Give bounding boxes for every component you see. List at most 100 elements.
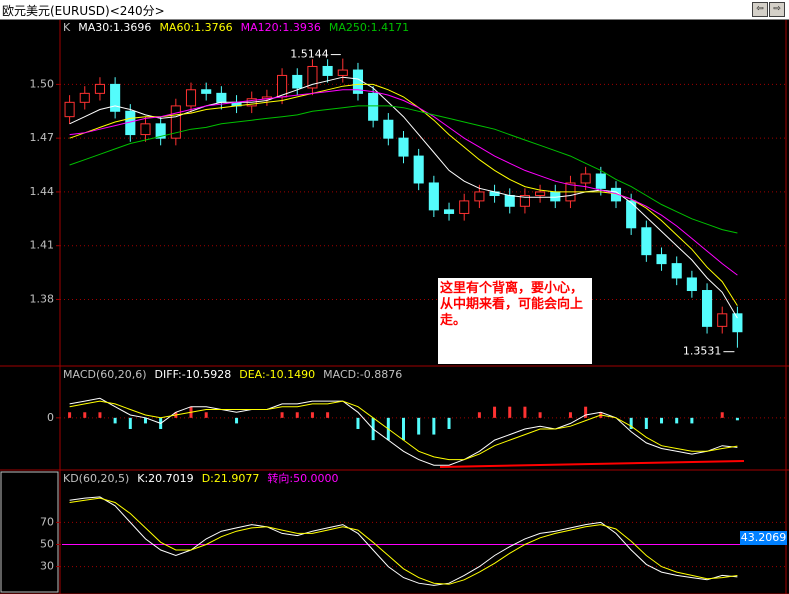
candle-body xyxy=(474,191,485,202)
candle-body xyxy=(671,263,682,279)
candle-body xyxy=(641,227,652,256)
histogram-bar xyxy=(402,417,405,441)
legend-entry: DIFF:-10.5928 xyxy=(155,368,232,381)
indicator-line xyxy=(69,105,738,234)
legend-entry: MA250:1.4171 xyxy=(329,21,409,34)
histogram-bar xyxy=(629,417,633,429)
indicator-line xyxy=(69,496,738,586)
corner-box xyxy=(0,471,59,593)
y-tick-label: 1.47 xyxy=(30,131,55,144)
histogram-bar xyxy=(720,412,724,418)
candle-body xyxy=(155,123,166,139)
legend-entry: MACD(60,20,6) xyxy=(63,368,147,381)
histogram-bar xyxy=(417,417,421,435)
y-tick-label: 1.44 xyxy=(30,185,55,198)
candle-body xyxy=(550,191,561,202)
candle-body xyxy=(337,69,348,76)
candle-body xyxy=(292,74,303,89)
legend-entry: MA120:1.3936 xyxy=(241,21,321,34)
legend-entry: K xyxy=(63,21,71,34)
y-tick-label: 1.50 xyxy=(30,77,55,90)
indicator-line xyxy=(69,76,738,319)
candle-body xyxy=(686,277,697,292)
histogram-bar xyxy=(660,417,664,424)
histogram-bar xyxy=(675,417,679,424)
legend-entry: K:20.7019 xyxy=(137,472,193,485)
legend-entry: MACD:-0.8876 xyxy=(323,368,402,381)
histogram-bar xyxy=(508,406,512,418)
legend-entry: KD(60,20,5) xyxy=(63,472,129,485)
y-tick-label: 0 xyxy=(47,411,54,424)
candle-body xyxy=(717,313,728,327)
candle-body xyxy=(459,200,470,214)
candle-body xyxy=(413,155,424,184)
y-tick-label: 30 xyxy=(40,560,54,573)
candle-body xyxy=(94,83,105,94)
high-label: 1.5144 xyxy=(290,48,329,61)
histogram-bar xyxy=(432,417,436,435)
y-tick-label: 70 xyxy=(40,515,54,528)
candle-body xyxy=(535,191,546,197)
histogram-bar xyxy=(477,412,481,418)
low-label: 1.3531 xyxy=(683,345,722,358)
histogram-bar xyxy=(295,412,299,418)
histogram-bar xyxy=(447,417,451,429)
histogram-bar xyxy=(310,412,314,418)
candle-body xyxy=(170,105,181,139)
annotation-note: 这里有个背离，要小心，从中期来看，可能会向上走。 xyxy=(438,278,592,364)
histogram-bar xyxy=(584,406,588,418)
histogram-bar xyxy=(568,412,572,418)
legend-entry: D:21.9077 xyxy=(202,472,260,485)
histogram-bar xyxy=(280,412,284,418)
indicator-line xyxy=(69,89,738,276)
next-button[interactable]: ⇨ xyxy=(769,2,785,17)
legend-entry: 转向:50.0000 xyxy=(267,471,338,485)
candle-body xyxy=(504,195,515,207)
candle-body xyxy=(322,65,333,76)
candle-body xyxy=(428,182,439,211)
title-bar: 欧元美元(EURUSD)<240分> ⇦ ⇨ xyxy=(0,0,789,20)
candle-body xyxy=(185,89,197,107)
candle-body xyxy=(368,92,379,121)
prev-button[interactable]: ⇦ xyxy=(752,2,768,17)
legend-entry: MA30:1.3696 xyxy=(78,21,151,34)
y-tick-label: 50 xyxy=(40,537,54,550)
candle-body xyxy=(732,313,743,333)
candle-body xyxy=(443,209,455,214)
cursor-value: 43.2069 xyxy=(740,531,787,545)
indicator-line xyxy=(69,400,738,461)
candle-body xyxy=(626,200,637,229)
legend-entry: DEA:-10.1490 xyxy=(239,368,315,381)
candle-body xyxy=(201,89,212,94)
histogram-bar xyxy=(326,412,330,418)
histogram-bar xyxy=(493,406,497,418)
window-title: 欧元美元(EURUSD)<240分> xyxy=(2,4,165,18)
drawn-trendline xyxy=(439,460,745,468)
candle-body xyxy=(216,92,227,103)
candle-body xyxy=(383,119,394,139)
legend-entry: MA60:1.3766 xyxy=(159,21,232,34)
histogram-bar xyxy=(68,412,72,418)
histogram-bar xyxy=(143,417,147,424)
histogram-bar xyxy=(538,412,542,418)
candle-body xyxy=(580,173,591,184)
histogram-bar xyxy=(113,417,117,424)
y-tick-label: 1.38 xyxy=(30,292,55,305)
histogram-bar xyxy=(690,417,694,424)
histogram-bar xyxy=(128,417,132,429)
candle-body xyxy=(307,65,318,89)
candle-body xyxy=(656,254,667,265)
histogram-bar xyxy=(735,417,739,421)
candle-body xyxy=(140,123,151,136)
candle-body xyxy=(398,137,409,157)
candle-body xyxy=(64,101,75,118)
histogram-bar xyxy=(235,417,239,424)
histogram-bar xyxy=(356,417,360,429)
candle-body xyxy=(702,290,713,327)
histogram-bar xyxy=(204,412,208,418)
histogram-bar xyxy=(523,406,527,418)
candle-body xyxy=(79,92,90,103)
indicator-line xyxy=(69,397,738,466)
candle-body xyxy=(595,173,606,189)
